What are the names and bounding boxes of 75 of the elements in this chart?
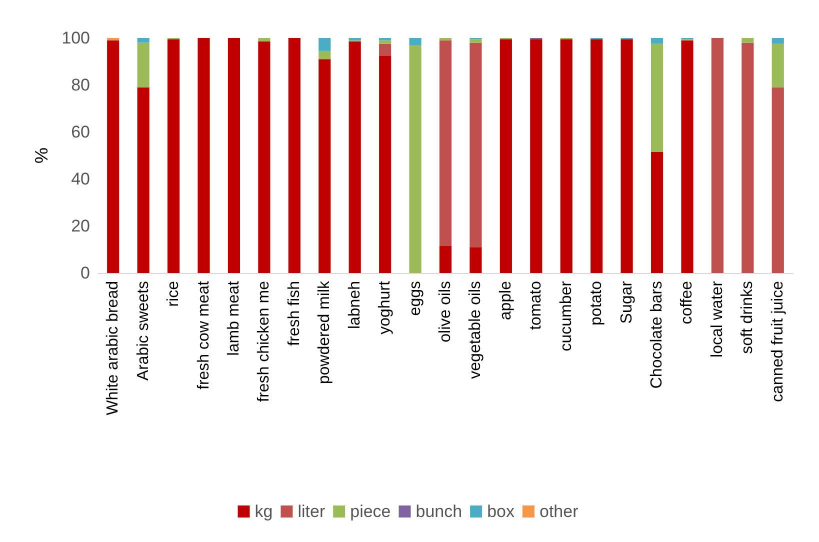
y-tick-label: 80 xyxy=(71,76,90,94)
bar xyxy=(409,38,422,46)
legend-label: bunch xyxy=(416,502,462,521)
x-tick-label: yoghurt xyxy=(376,280,394,334)
bar xyxy=(258,42,270,273)
bar xyxy=(379,40,392,44)
x-tick-label: coffee xyxy=(678,280,696,324)
legend-label: other xyxy=(539,502,579,521)
x-tick-label: labneh xyxy=(346,281,364,330)
y-tick-label: 20 xyxy=(71,216,90,236)
bar xyxy=(318,50,331,60)
bar xyxy=(409,45,422,273)
x-tick-label: cucumber xyxy=(558,280,575,352)
y-axis-title: % xyxy=(32,147,52,164)
bar xyxy=(650,38,664,44)
bar xyxy=(228,38,240,273)
x-tick-label: eggs xyxy=(406,281,424,316)
bar xyxy=(560,39,572,273)
bar xyxy=(318,59,331,273)
bar xyxy=(772,38,784,44)
legend-label: box xyxy=(487,502,515,521)
x-tick-label: canned fruit juice xyxy=(769,280,786,402)
bar xyxy=(470,247,482,273)
bar xyxy=(288,38,300,273)
bar xyxy=(650,44,664,152)
bar xyxy=(711,38,724,273)
bar xyxy=(348,42,361,273)
bar xyxy=(137,87,150,273)
bar xyxy=(530,39,542,273)
y-tick-label: 0 xyxy=(80,264,90,282)
x-tick-label: fresh cow meat xyxy=(195,280,212,390)
x-tick-label: powdered milk xyxy=(316,280,334,384)
x-tick-label: fresh chicken me xyxy=(256,280,273,402)
x-tick-label: Sugar xyxy=(618,280,636,324)
bar xyxy=(379,56,392,273)
bar xyxy=(137,42,150,88)
bar xyxy=(439,40,452,246)
bar xyxy=(379,44,392,56)
y-tick-label: 100 xyxy=(62,28,90,48)
bar xyxy=(742,38,754,43)
bar xyxy=(470,42,482,248)
bar xyxy=(620,39,633,273)
x-tick-label: vegetable oils xyxy=(467,281,484,379)
x-tick-label: Chocolate bars xyxy=(648,281,666,389)
x-tick-label: apple xyxy=(497,280,514,320)
bar xyxy=(590,39,603,273)
bar xyxy=(470,39,482,43)
y-tick-label: 40 xyxy=(71,170,90,188)
x-tick-label: lamb meat xyxy=(225,280,242,356)
x-tick-label: Arabic sweets xyxy=(134,281,152,381)
x-tick-label: soft drinks xyxy=(739,281,756,354)
bar xyxy=(772,87,784,273)
bar xyxy=(258,38,270,42)
x-tick-label: rice xyxy=(165,280,182,307)
bar xyxy=(681,40,694,273)
bar xyxy=(137,38,150,43)
legend-label: kg xyxy=(254,502,273,521)
bar xyxy=(198,38,210,273)
x-tick-label: White arabic bread xyxy=(104,281,122,416)
bar xyxy=(168,39,180,273)
bar xyxy=(107,40,120,273)
bar xyxy=(439,246,452,273)
legend-label: liter xyxy=(298,502,326,521)
x-tick-label: local water xyxy=(708,280,726,358)
bar xyxy=(500,39,512,273)
bar xyxy=(318,38,331,51)
bar xyxy=(650,152,664,273)
x-tick-label: olive oils xyxy=(437,281,454,342)
x-tick-label: fresh fish xyxy=(286,281,303,346)
bar xyxy=(742,42,754,273)
legend-label: piece xyxy=(350,502,391,521)
y-tick-label: 60 xyxy=(71,122,90,142)
x-tick-label: tomato xyxy=(528,280,545,330)
bar xyxy=(772,44,784,88)
x-tick-label: potato xyxy=(588,280,606,326)
